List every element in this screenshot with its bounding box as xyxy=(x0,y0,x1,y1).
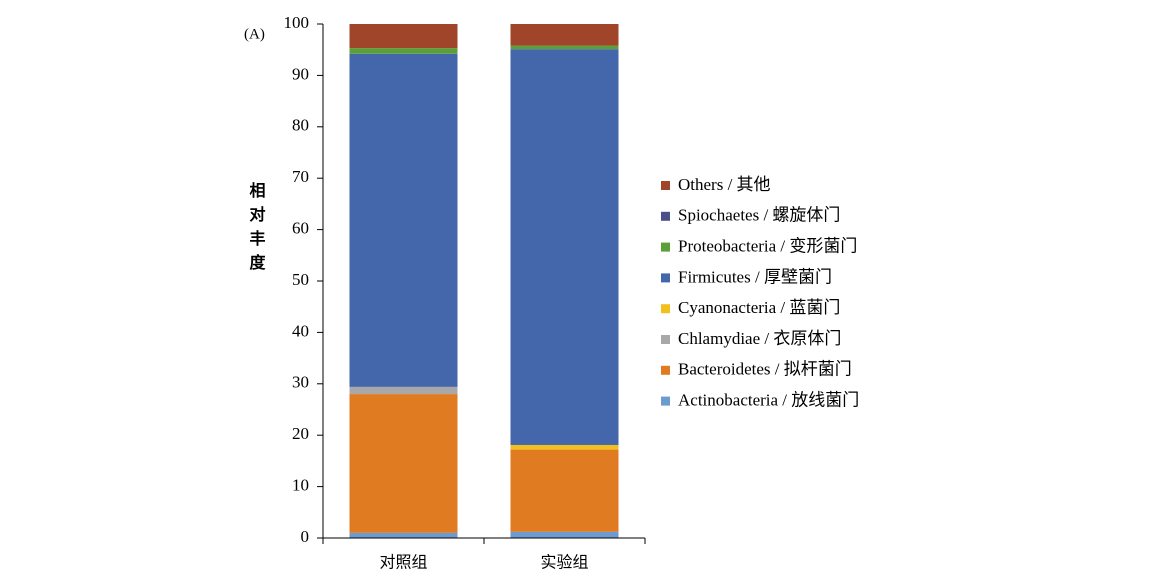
bar-segment xyxy=(510,45,619,50)
bar-segment xyxy=(510,531,619,538)
bar-segment xyxy=(510,49,619,445)
legend-swatch xyxy=(661,396,670,406)
legend-label: Spiochaetes / 螺旋体门 xyxy=(678,206,840,225)
bar-segment xyxy=(510,24,619,46)
legend-label: Firmicutes / 厚壁菌门 xyxy=(678,267,832,286)
annotation: (A) xyxy=(244,26,265,42)
bar-segment xyxy=(349,48,458,54)
legend-swatch xyxy=(661,365,670,375)
y-tick-label: 100 xyxy=(284,13,310,32)
legend-label: Proteobacteria / 变形菌门 xyxy=(678,237,857,256)
legend-swatch xyxy=(661,242,670,252)
y-tick-label: 50 xyxy=(292,270,309,289)
y-tick-label: 20 xyxy=(292,424,309,443)
x-tick-label: 实验组 xyxy=(540,553,588,572)
y-tick-label: 0 xyxy=(301,527,310,546)
bar-segment xyxy=(349,24,458,49)
y-tick-label: 90 xyxy=(292,64,309,83)
legend-label: Chlamydiae / 衣原体门 xyxy=(678,329,841,348)
y-tick-label: 30 xyxy=(292,373,309,392)
bar-segment xyxy=(349,53,458,387)
y-axis-label: 相对丰度 xyxy=(247,181,266,278)
legend-swatch xyxy=(661,273,670,283)
legend-label: Others / 其他 xyxy=(678,175,771,194)
y-tick-label: 10 xyxy=(292,476,309,495)
bar-segment xyxy=(510,444,619,450)
legend-label: Actinobacteria / 放线菌门 xyxy=(678,391,859,410)
legend-label: Cyanonacteria / 蓝菌门 xyxy=(678,298,840,317)
y-tick-label: 70 xyxy=(292,167,309,186)
legend-swatch xyxy=(661,304,670,314)
bar-segment xyxy=(349,386,458,395)
bar-segment xyxy=(349,394,458,533)
legend-swatch xyxy=(661,211,670,221)
bar-segment xyxy=(510,449,619,532)
legend-swatch xyxy=(661,335,670,344)
bar-segment xyxy=(349,532,458,538)
legend-swatch xyxy=(661,181,670,190)
x-tick-label: 对照组 xyxy=(379,553,427,572)
y-tick-label: 80 xyxy=(292,116,309,135)
y-tick-label: 40 xyxy=(292,321,309,340)
legend-label: Bacteroidetes / 拟杆菌门 xyxy=(678,360,852,379)
y-tick-label: 60 xyxy=(292,219,309,238)
